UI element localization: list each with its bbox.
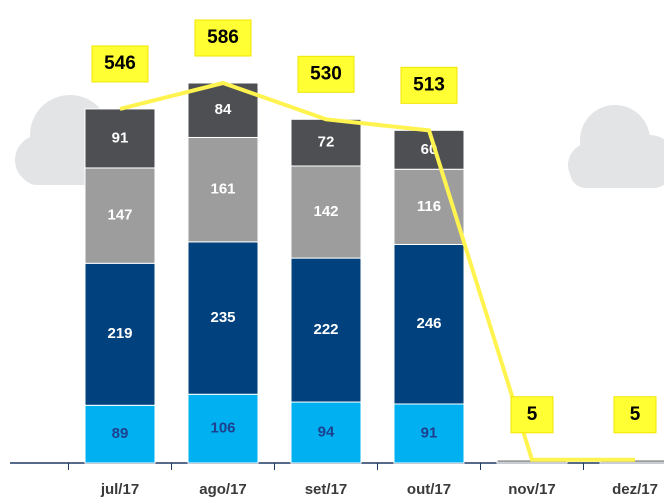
total-box [194, 19, 252, 57]
segment-label: 91 [112, 129, 129, 146]
x-tick-label: ago/17 [199, 481, 247, 498]
segment-label: 106 [210, 420, 235, 437]
bar-segment [187, 393, 259, 464]
bar-segment [290, 118, 362, 167]
bar-segment [187, 241, 259, 395]
total-label: 530 [310, 63, 342, 84]
cloud-right [568, 105, 664, 188]
segment-label: 84 [215, 101, 232, 118]
total-label: 5 [527, 404, 538, 425]
x-tick-label: out/17 [407, 481, 451, 498]
segment-label: 161 [210, 181, 235, 198]
total-line [119, 80, 635, 462]
x-tick-label: dez/17 [612, 481, 658, 498]
bar-segment [187, 136, 259, 243]
x-tick-label: jul/17 [100, 481, 139, 498]
x-tick-label: nov/17 [508, 481, 556, 498]
segment-label: 147 [107, 207, 132, 224]
segment-label: 72 [318, 134, 335, 151]
total-label: 586 [207, 27, 239, 48]
total-label: 513 [413, 74, 445, 95]
segment-label: 116 [417, 198, 441, 215]
bar-segment [290, 257, 362, 403]
x-tick-label: set/17 [305, 481, 348, 498]
segment-label: 142 [313, 203, 338, 220]
segment-label: 219 [107, 325, 132, 342]
segment-label: 235 [210, 309, 235, 326]
total-box [297, 55, 355, 93]
segment-label: 91 [421, 424, 438, 441]
segment-label: 94 [318, 423, 335, 440]
total-label: 546 [104, 53, 136, 74]
total-box [400, 66, 458, 104]
segment-label: 246 [416, 315, 441, 332]
segment-label: 89 [112, 425, 129, 442]
total-label: 5 [630, 404, 641, 425]
segment-label: 222 [313, 321, 338, 338]
total-box [91, 45, 149, 83]
bar-segment [290, 165, 362, 259]
total-box [510, 396, 554, 434]
total-box [613, 396, 657, 434]
bar-segment [290, 401, 362, 464]
